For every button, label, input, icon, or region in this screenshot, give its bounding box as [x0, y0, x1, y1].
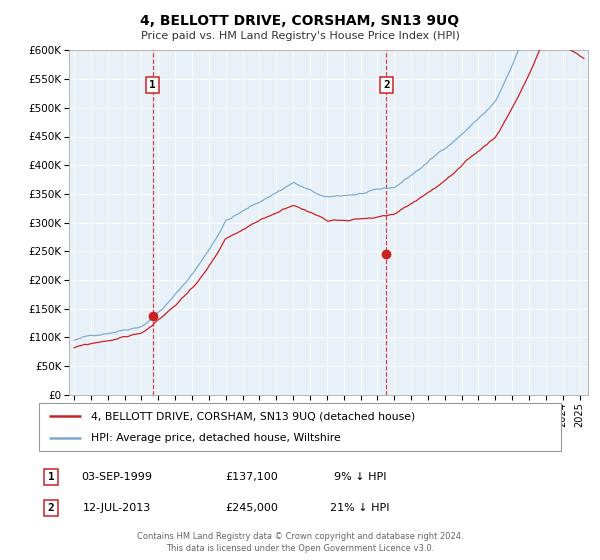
Text: Price paid vs. HM Land Registry's House Price Index (HPI): Price paid vs. HM Land Registry's House …	[140, 31, 460, 41]
Text: 2: 2	[47, 503, 55, 513]
Text: £245,000: £245,000	[226, 503, 278, 513]
Text: Contains HM Land Registry data © Crown copyright and database right 2024.
This d: Contains HM Land Registry data © Crown c…	[137, 533, 463, 553]
Text: 21% ↓ HPI: 21% ↓ HPI	[330, 503, 390, 513]
FancyBboxPatch shape	[39, 403, 561, 451]
Text: HPI: Average price, detached house, Wiltshire: HPI: Average price, detached house, Wilt…	[91, 433, 341, 443]
Text: 1: 1	[149, 80, 156, 90]
Text: 4, BELLOTT DRIVE, CORSHAM, SN13 9UQ (detached house): 4, BELLOTT DRIVE, CORSHAM, SN13 9UQ (det…	[91, 411, 415, 421]
Text: 12-JUL-2013: 12-JUL-2013	[83, 503, 151, 513]
Text: 9% ↓ HPI: 9% ↓ HPI	[334, 472, 386, 482]
Text: £137,100: £137,100	[226, 472, 278, 482]
Text: 2: 2	[383, 80, 389, 90]
Text: 03-SEP-1999: 03-SEP-1999	[82, 472, 152, 482]
Text: 1: 1	[47, 472, 55, 482]
Text: 4, BELLOTT DRIVE, CORSHAM, SN13 9UQ: 4, BELLOTT DRIVE, CORSHAM, SN13 9UQ	[140, 14, 460, 28]
